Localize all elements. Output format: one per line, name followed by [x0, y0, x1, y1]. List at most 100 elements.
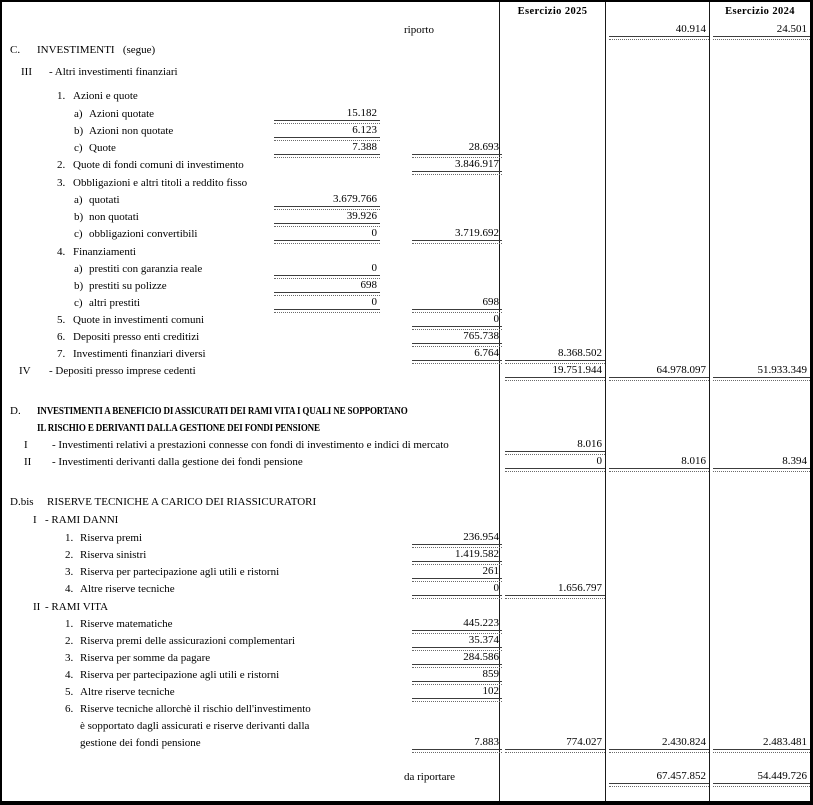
cell-value-col-D: 2.430.824 — [609, 736, 709, 753]
row-label: Riserva sinistri — [80, 549, 147, 561]
row-label: prestiti con garanzia reale — [89, 263, 203, 275]
row-number: 1. — [65, 532, 74, 544]
row-number: c) — [74, 297, 83, 309]
row-label: gestione dei fondi pensione — [80, 737, 201, 749]
row-number: D.bis — [10, 496, 34, 508]
cell-value-col-B: 3.846.917 — [412, 158, 502, 175]
cell-value-col-B: 3.719.692 — [412, 227, 502, 244]
row-number: 6. — [57, 331, 66, 343]
row-label: Riserve matematiche — [80, 618, 173, 630]
row-label: Quote in investimenti comuni — [73, 314, 205, 326]
cell-value-col-D: 40.914 — [609, 23, 709, 40]
row-label: INVESTIMENTI A BENEFICIO DI ASSICURATI D… — [37, 405, 408, 417]
row-number: b) — [74, 280, 84, 292]
row-label: Obbligazioni e altri titoli a reddito fi… — [73, 177, 248, 189]
row-number: b) — [74, 211, 84, 223]
row-label: Azioni quotate — [89, 108, 155, 120]
row-label: riporto — [404, 24, 434, 36]
column-divider-2 — [605, 2, 606, 801]
cell-value-col-B: 35.374 — [412, 634, 502, 651]
cell-value-col-B: 236.954 — [412, 531, 502, 548]
cell-value-col-B: 1.419.582 — [412, 548, 502, 565]
cell-value-col-C: 8.368.502 — [505, 347, 605, 364]
cell-value-col-B: 859 — [412, 668, 502, 685]
row-label: Investimenti finanziari diversi — [73, 348, 206, 360]
row-label: da riportare — [404, 771, 455, 783]
row-label: RISERVE TECNICHE A CARICO DEI RIASSICURA… — [47, 496, 317, 508]
row-label: Riserva per partecipazione agli utili e … — [80, 669, 280, 681]
row-number: II — [24, 456, 32, 468]
row-label: - Depositi presso imprese cedenti — [49, 365, 196, 377]
row-label: altri prestiti — [89, 297, 141, 309]
row-label: - RAMI DANNI — [45, 514, 119, 526]
row-number: C. — [10, 44, 21, 56]
cell-value-col-C: 0 — [505, 455, 605, 472]
row-number: I — [33, 514, 37, 526]
cell-value-col-A: 15.182 — [274, 107, 380, 124]
cell-value-col-A: 698 — [274, 279, 380, 296]
cell-value-col-C: 1.656.797 — [505, 582, 605, 599]
row-label: Quote — [89, 142, 116, 154]
row-number: a) — [74, 108, 83, 120]
cell-value-col-A: 0 — [274, 296, 380, 313]
row-label: - RAMI VITA — [45, 601, 109, 613]
row-label: Finanziamenti — [73, 246, 136, 258]
col-header-esercizio-2025: Esercizio 2025 — [517, 6, 588, 17]
row-label: non quotati — [89, 211, 139, 223]
row-label: Azioni non quotate — [89, 125, 174, 137]
row-number: I — [24, 439, 28, 451]
row-number: 2. — [65, 635, 74, 647]
cell-value-col-E: 54.449.726 — [713, 770, 810, 787]
cell-value-col-B: 7.883 — [412, 736, 502, 753]
row-label: Riserva per partecipazione agli utili e … — [80, 566, 280, 578]
cell-value-col-B: 284.586 — [412, 651, 502, 668]
cell-value-col-A: 39.926 — [274, 210, 380, 227]
cell-value-col-B: 6.764 — [412, 347, 502, 364]
row-label: INVESTIMENTI (segue) — [37, 44, 156, 56]
cell-value-col-D: 8.016 — [609, 455, 709, 472]
cell-value-col-B: 765.738 — [412, 330, 502, 347]
row-label: è sopportato dagli assicurati e riserve … — [80, 720, 310, 732]
row-number: 4. — [57, 246, 66, 258]
row-number: 5. — [65, 686, 74, 698]
cell-value-col-B: 0 — [412, 313, 502, 330]
row-label: quotati — [89, 194, 120, 206]
row-number: 2. — [57, 159, 66, 171]
row-label: prestiti su polizze — [89, 280, 167, 292]
row-label: Azioni e quote — [73, 90, 138, 102]
cell-value-col-B: 28.693 — [412, 141, 502, 158]
cell-value-col-E: 24.501 — [713, 23, 810, 40]
row-label: - Investimenti relativi a prestazioni co… — [52, 439, 449, 451]
row-number: c) — [74, 142, 83, 154]
cell-value-col-B: 0 — [412, 582, 502, 599]
col-header-esercizio-2024: Esercizio 2024 — [725, 6, 795, 17]
row-number: 4. — [65, 583, 74, 595]
row-number: D. — [10, 405, 21, 417]
cell-value-col-C: 8.016 — [505, 438, 605, 455]
cell-value-col-E: 8.394 — [713, 455, 810, 472]
row-number: a) — [74, 194, 83, 206]
cell-value-col-B: 698 — [412, 296, 502, 313]
column-divider-3 — [709, 2, 710, 801]
cell-value-col-C: 774.027 — [505, 736, 605, 753]
row-number: 6. — [65, 703, 74, 715]
row-number: b) — [74, 125, 84, 137]
row-number: 3. — [65, 566, 74, 578]
row-label: Depositi presso enti creditizi — [73, 331, 200, 343]
cell-value-col-B: 102 — [412, 685, 502, 702]
row-number: 5. — [57, 314, 66, 326]
cell-value-col-B: 261 — [412, 565, 502, 582]
cell-value-col-A: 0 — [274, 227, 380, 244]
row-label: IL RISCHIO E DERIVANTI DALLA GESTIONE DE… — [37, 422, 320, 434]
cell-value-col-B: 445.223 — [412, 617, 502, 634]
cell-value-col-A: 3.679.766 — [274, 193, 380, 210]
row-number: 7. — [57, 348, 66, 360]
row-label: - Investimenti derivanti dalla gestione … — [52, 456, 303, 468]
row-number: 4. — [65, 669, 74, 681]
row-number: 1. — [57, 90, 66, 102]
row-number: a) — [74, 263, 83, 275]
row-number: IV — [19, 365, 31, 377]
row-number: III — [21, 66, 32, 78]
column-divider-1 — [499, 2, 500, 801]
cell-value-col-D: 64.978.097 — [609, 364, 709, 381]
